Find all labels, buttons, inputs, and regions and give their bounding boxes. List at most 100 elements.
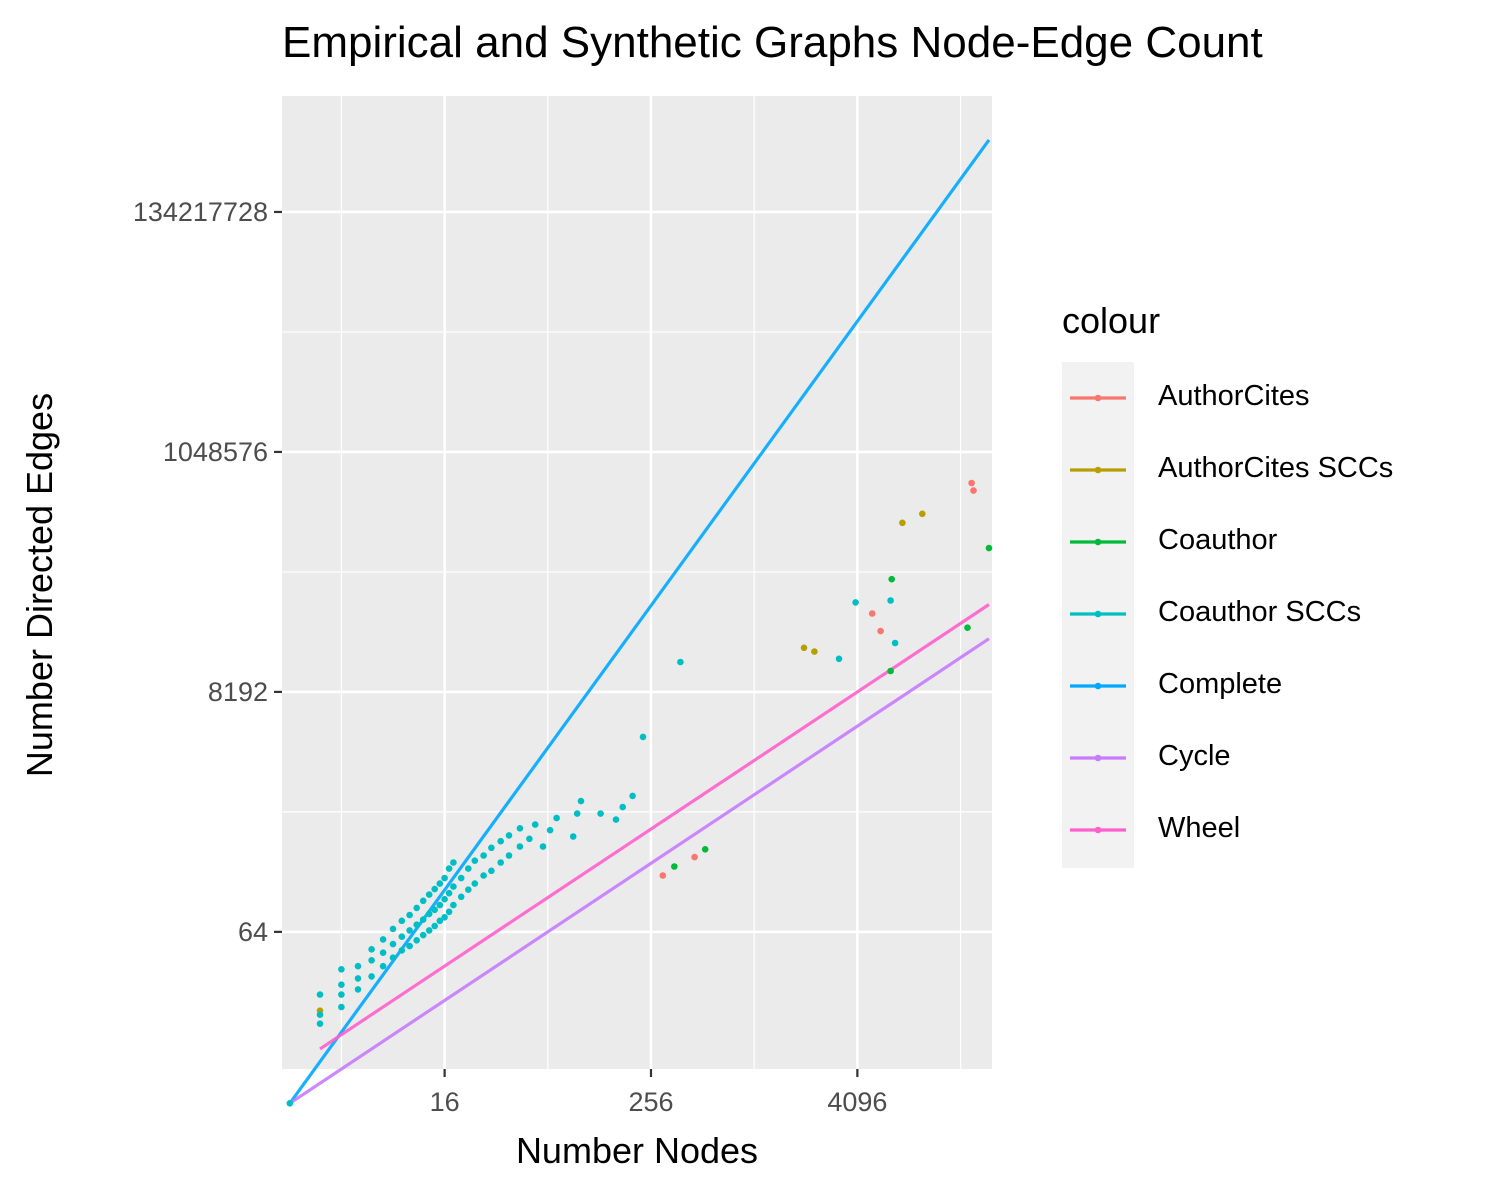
data-point-coauthor-sccs [338, 1003, 345, 1011]
data-point-coauthor-sccs [286, 1100, 294, 1107]
data-point-authorcites [659, 872, 667, 879]
data-point-coauthor-sccs [526, 835, 533, 843]
grid-major [282, 96, 992, 1069]
y-axis-label: Number Directed Edges [19, 392, 60, 778]
legend-label: Complete [1158, 668, 1283, 700]
legend-title: colour [1062, 300, 1161, 341]
data-point-authorcites [968, 479, 975, 487]
data-point-coauthor-sccs [316, 1011, 324, 1018]
data-point-coauthor-sccs [406, 942, 413, 950]
data-point-authorcites [970, 487, 977, 494]
legend-swatch [1070, 754, 1126, 762]
data-point-coauthor-sccs [441, 914, 448, 921]
data-point-coauthor-sccs [465, 865, 472, 872]
x-tick-label: 4096 [827, 1087, 887, 1117]
data-point-coauthor-sccs [436, 901, 444, 909]
y-tick-label: 1048576 [163, 437, 268, 467]
y-tick-label: 8192 [208, 677, 268, 707]
legend-item-authorcites-sccs: AuthorCites SCCs [1062, 434, 1492, 506]
x-tick-label: 256 [628, 1087, 673, 1117]
data-point-coauthor-sccs [445, 908, 453, 916]
legend-swatch [1070, 682, 1126, 690]
data-point-coauthor-sccs [368, 946, 375, 953]
data-point-coauthor-sccs [338, 966, 345, 973]
data-point-coauthor-sccs [516, 825, 524, 832]
data-point-coauthor-sccs [425, 927, 433, 934]
x-tick-labels: 16 256 4096 [430, 1087, 888, 1117]
legend-item-coauthor-sccs: Coauthor SCCs [1062, 578, 1492, 650]
data-point-coauthor-sccs [431, 906, 439, 914]
data-point-coauthor [985, 544, 993, 552]
data-point-coauthor-sccs [425, 891, 433, 898]
data-point-coauthor-sccs [431, 922, 439, 930]
legend-label: Coauthor SCCs [1158, 596, 1362, 628]
data-point-coauthor-sccs [419, 897, 427, 905]
data-point-coauthor-sccs [389, 954, 397, 961]
y-tick-label: 134217728 [133, 197, 268, 227]
data-point-coauthor-sccs [445, 889, 453, 897]
data-point-coauthor-sccs [398, 947, 406, 954]
data-point-coauthor-sccs [505, 852, 513, 859]
data-point-coauthor-sccs [450, 901, 457, 909]
data-point-coauthor-sccs [465, 886, 472, 893]
data-point-coauthor [701, 846, 709, 853]
data-point-coauthor-sccs [379, 962, 387, 970]
data-point-coauthor-sccs [480, 852, 487, 859]
data-point-coauthor-sccs [619, 803, 626, 811]
data-point-coauthor-sccs [887, 597, 894, 604]
x-axis-label: Number Nodes [515, 1130, 759, 1171]
axis-ticks [274, 210, 859, 1077]
data-point-coauthor-sccs [316, 1020, 324, 1027]
data-point-coauthor-sccs [368, 973, 375, 980]
data-point-coauthor-sccs [497, 859, 505, 866]
data-point-coauthor [888, 575, 895, 583]
legend: colour AuthorCites AuthorCites SCCs Coauth… [1062, 300, 1393, 868]
legend-swatch [1070, 826, 1126, 834]
data-point-coauthor-sccs [413, 904, 421, 912]
data-point-coauthor-sccs [516, 843, 524, 850]
data-point-coauthor-sccs [398, 933, 406, 940]
data-point-coauthor-sccs [569, 833, 577, 840]
legend-label: Cycle [1158, 740, 1231, 772]
data-point-coauthor-sccs [539, 843, 547, 850]
data-point-coauthor-sccs [445, 865, 453, 872]
data-point-authorcites [868, 610, 876, 617]
data-point-coauthor-sccs [406, 927, 413, 934]
legend-label: AuthorCites [1158, 380, 1310, 412]
data-point-coauthor-sccs [354, 975, 362, 982]
legend-swatch [1070, 610, 1126, 618]
data-point-coauthor-sccs [441, 895, 448, 903]
data-point-coauthor-sccs [389, 940, 397, 948]
series-line-cycle [288, 637, 990, 1105]
data-point-coauthor-sccs [316, 991, 324, 998]
data-point-coauthor-sccs [398, 917, 406, 925]
data-point-coauthor-sccs [354, 962, 362, 970]
data-point-coauthor [887, 667, 894, 675]
data-point-coauthor-sccs [629, 792, 636, 800]
data-point-coauthor-sccs [835, 655, 843, 663]
data-point-coauthor [964, 624, 971, 631]
data-point-coauthor-sccs [488, 867, 495, 875]
data-point-coauthor-sccs [419, 931, 427, 939]
data-point-coauthor-sccs [406, 911, 413, 919]
data-point-coauthor [671, 863, 678, 870]
data-point-coauthor-sccs [450, 883, 457, 890]
data-point-coauthor-sccs [457, 874, 465, 882]
data-point-coauthor-sccs [488, 844, 495, 852]
data-point-coauthor-sccs [546, 826, 554, 834]
data-point-coauthor-sccs [419, 916, 427, 923]
data-point-coauthor-sccs [379, 936, 387, 943]
data-point-authorcites-sccs [811, 648, 818, 655]
data-point-coauthor-sccs [531, 821, 539, 828]
data-point-coauthor-sccs [436, 880, 444, 887]
legend-item-complete: Complete [1062, 650, 1492, 722]
legend-label: AuthorCites SCCs [1158, 452, 1394, 484]
data-point-coauthor-sccs [413, 937, 421, 944]
data-point-coauthor-sccs [389, 925, 397, 933]
series-line-complete [288, 138, 991, 1105]
legend-item-wheel: Wheel [1062, 794, 1492, 866]
data-point-coauthor-sccs [471, 857, 479, 864]
data-point-coauthor-sccs [431, 885, 439, 893]
data-point-coauthor-sccs [677, 658, 684, 666]
